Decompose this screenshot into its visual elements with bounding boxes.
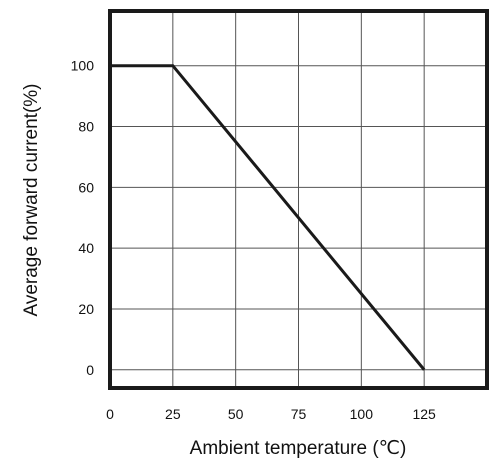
x-tick-label: 50 — [228, 406, 244, 422]
series-line-0 — [110, 64, 426, 371]
x-axis-title: Ambient temperature (℃) — [190, 438, 407, 459]
x-tick-label: 75 — [291, 406, 307, 422]
x-tick-label: 0 — [106, 406, 114, 422]
plot-frame — [108, 9, 489, 390]
y-tick-label: 80 — [78, 119, 94, 135]
x-tick-label: 100 — [350, 406, 374, 422]
y-tick-label: 40 — [78, 240, 94, 256]
y-tick-labels: 0 20 40 60 80 100 — [71, 58, 95, 378]
series-layer — [109, 64, 426, 371]
x-tick-label: 25 — [165, 406, 181, 422]
y-tick-label: 0 — [86, 362, 94, 378]
y-tick-label: 100 — [71, 58, 95, 74]
x-tick-label: 125 — [412, 406, 436, 422]
x-tick-labels: 0 25 50 75 100 125 — [106, 406, 436, 422]
y-axis-title: Average forward current(%) — [21, 83, 42, 316]
y-tick-label: 60 — [78, 179, 94, 195]
y-tick-label: 20 — [78, 301, 94, 317]
grid-lines — [110, 11, 487, 388]
